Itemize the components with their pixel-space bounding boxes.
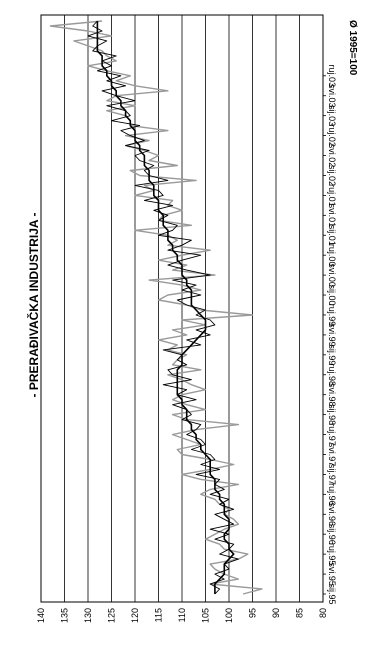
y-tick-label: 115 bbox=[154, 608, 164, 622]
x-tick-label: svi.98 bbox=[327, 383, 337, 407]
x-tick-label: ruj.00 bbox=[327, 244, 337, 267]
y-tick-label: 80 bbox=[318, 608, 328, 618]
x-tick-label: svi.00 bbox=[327, 263, 337, 287]
grid bbox=[64, 15, 300, 602]
series-line-3 bbox=[87, 20, 239, 595]
y-tick-label: 105 bbox=[201, 608, 211, 623]
y-axis-ticks: 80 85 90 95 100 105 110 115 120 125 130 135 140 bbox=[36, 608, 328, 623]
x-tick-label: sij.01 bbox=[327, 225, 337, 246]
x-tick-label: ruj.96 bbox=[327, 483, 337, 506]
x-tick-label: svi.02 bbox=[327, 144, 337, 168]
x-tick-label: sij.95 bbox=[327, 583, 337, 604]
series-group bbox=[49, 20, 263, 595]
x-tick-label: svi.01 bbox=[327, 204, 337, 228]
x-tick-label: svi.95 bbox=[327, 562, 337, 586]
y-tick-label: 85 bbox=[295, 608, 305, 618]
y-tick-label: 135 bbox=[60, 608, 70, 623]
x-tick-label: ruj.01 bbox=[327, 184, 337, 207]
x-tick-label: ruj.97 bbox=[327, 423, 337, 446]
y-tick-label: 125 bbox=[107, 608, 117, 623]
x-tick-label: sij.03 bbox=[327, 105, 337, 126]
y-tick-label: 95 bbox=[248, 608, 258, 618]
x-tick-label: sij.97 bbox=[327, 464, 337, 485]
x-tick-label: ruj.98 bbox=[327, 364, 337, 387]
x-tick-label: sij.99 bbox=[327, 344, 337, 365]
x-tick-label: svi.03 bbox=[327, 84, 337, 108]
y-tick-label: 100 bbox=[224, 608, 234, 623]
y-tick-label: 90 bbox=[271, 608, 281, 618]
x-tick-label: ruj.95 bbox=[327, 543, 337, 566]
chart-title: - PRERAĐIVAČKA INDUSTRIJA - bbox=[26, 213, 41, 398]
x-tick-label: ruj.99 bbox=[327, 304, 337, 327]
x-tick-label: sij.00 bbox=[327, 285, 337, 306]
x-tick-label: ruj.03 bbox=[327, 65, 337, 88]
y-tick-label: 140 bbox=[36, 608, 46, 623]
x-tick-label: sij.96 bbox=[327, 524, 337, 545]
chart-annotation: Ø 1995=100 bbox=[347, 20, 358, 76]
y-tick-label: 120 bbox=[130, 608, 140, 623]
y-tick-label: 130 bbox=[83, 608, 93, 623]
x-tick-label: svi.97 bbox=[327, 443, 337, 467]
x-tick-label: svi.96 bbox=[327, 503, 337, 527]
x-tick-label: svi.99 bbox=[327, 323, 337, 347]
x-tick-label: sij.98 bbox=[327, 404, 337, 425]
y-tick-label: 110 bbox=[177, 608, 187, 622]
x-axis-ticks: sij.95svi.95ruj.95sij.96svi.96ruj.96sij.… bbox=[323, 65, 337, 605]
x-tick-label: ruj.02 bbox=[327, 124, 337, 147]
x-tick-label: sij.02 bbox=[327, 165, 337, 186]
